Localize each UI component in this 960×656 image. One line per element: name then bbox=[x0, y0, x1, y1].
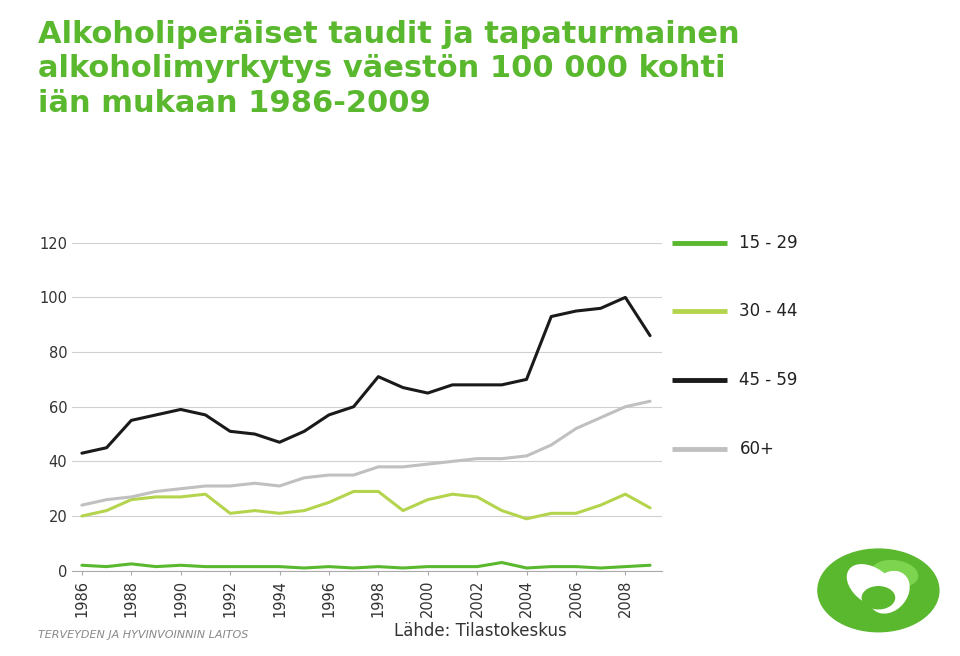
Text: TERVEYDEN JA HYVINVOINNIN LAITOS: TERVEYDEN JA HYVINVOINNIN LAITOS bbox=[38, 630, 249, 640]
Text: Lähde: Tilastokeskus: Lähde: Tilastokeskus bbox=[394, 622, 566, 640]
Text: 15 - 29: 15 - 29 bbox=[739, 234, 798, 252]
Circle shape bbox=[818, 549, 939, 632]
Text: 60+: 60+ bbox=[739, 440, 775, 458]
Text: 30 - 44: 30 - 44 bbox=[739, 302, 798, 321]
Circle shape bbox=[862, 586, 895, 609]
Ellipse shape bbox=[870, 571, 909, 613]
Text: Alkoholiperäiset taudit ja tapaturmainen
alkoholimyrkytys väestön 100 000 kohti
: Alkoholiperäiset taudit ja tapaturmainen… bbox=[38, 20, 740, 118]
Ellipse shape bbox=[872, 561, 918, 587]
Text: 45 - 59: 45 - 59 bbox=[739, 371, 798, 389]
Ellipse shape bbox=[848, 565, 896, 607]
